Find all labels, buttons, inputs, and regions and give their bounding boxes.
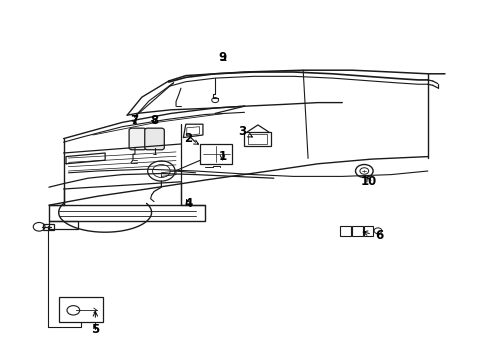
- Bar: [351, 226, 362, 236]
- Text: 10: 10: [360, 175, 377, 188]
- Text: 4: 4: [184, 197, 192, 210]
- Text: 1: 1: [218, 150, 226, 163]
- Text: 5: 5: [91, 312, 99, 336]
- Text: 7: 7: [130, 114, 138, 127]
- Text: 8: 8: [150, 114, 158, 127]
- FancyBboxPatch shape: [129, 128, 146, 150]
- Text: 9: 9: [218, 51, 226, 64]
- Bar: [244, 132, 271, 146]
- Bar: [339, 226, 350, 236]
- Bar: [364, 226, 372, 236]
- Text: 3: 3: [238, 125, 252, 138]
- Bar: [43, 224, 54, 230]
- Text: 2: 2: [184, 132, 198, 145]
- Bar: [59, 297, 102, 322]
- Text: 6: 6: [363, 229, 382, 242]
- Bar: [248, 134, 267, 144]
- Bar: [200, 144, 232, 164]
- FancyBboxPatch shape: [144, 128, 164, 150]
